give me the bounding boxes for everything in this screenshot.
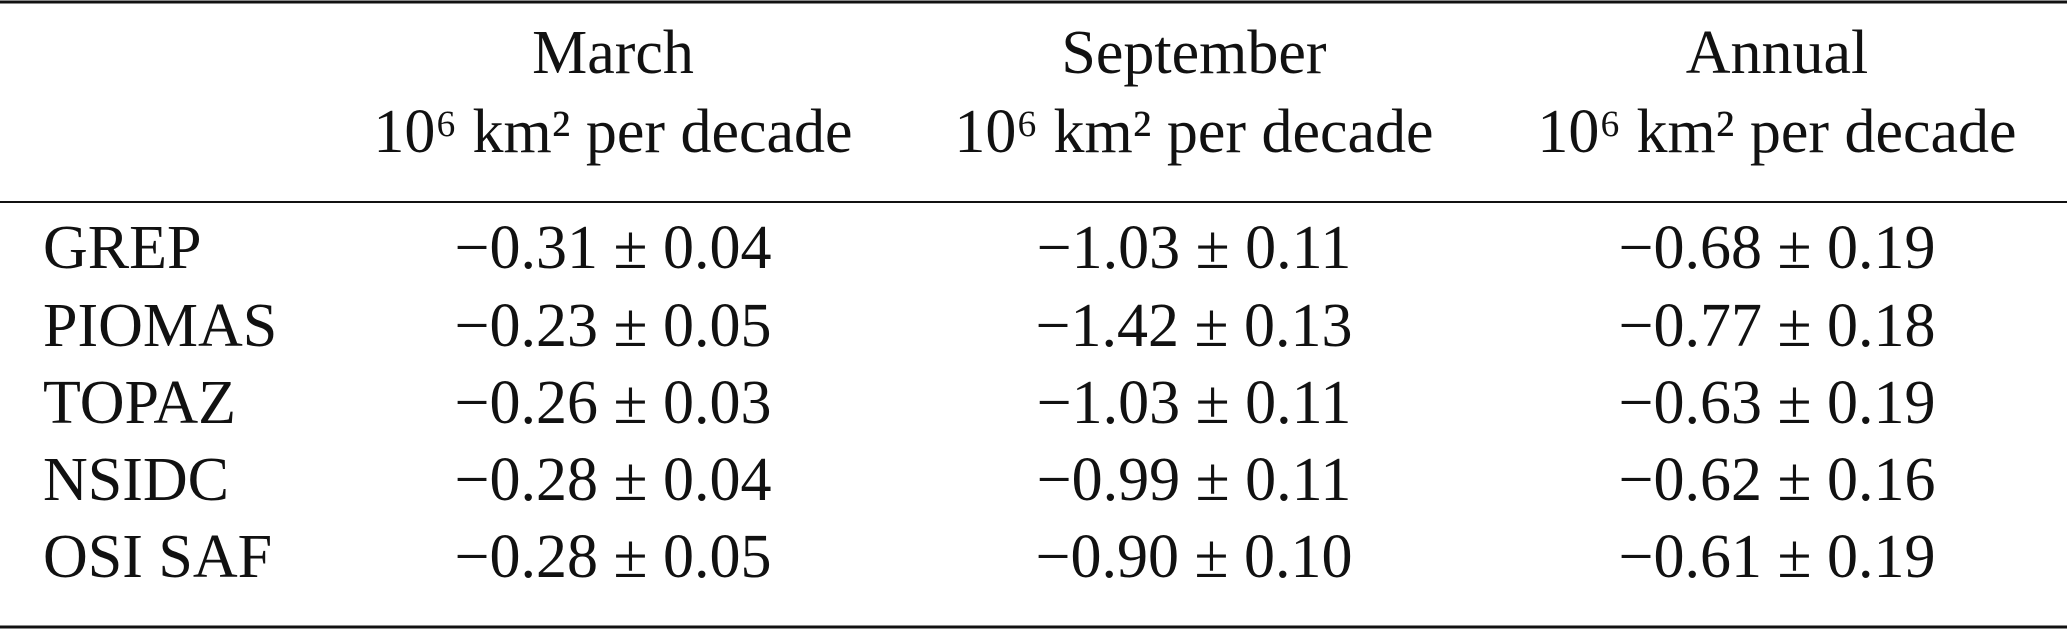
column-title: Annual <box>1686 19 1869 87</box>
cell-value: −0.68 ± 0.19 <box>1619 214 1936 282</box>
cell-value: −1.03 ± 0.11 <box>1037 214 1352 282</box>
row-label: GREP <box>43 214 201 282</box>
column-title: March <box>532 19 694 87</box>
column-unit: 10⁶ km² per decade <box>1537 98 2016 166</box>
column-unit: 10⁶ km² per decade <box>954 98 1433 166</box>
row-label: NSIDC <box>43 446 229 514</box>
cell-value: −0.28 ± 0.05 <box>455 523 772 591</box>
cell-value: −1.42 ± 0.13 <box>1036 292 1353 360</box>
column-title: September <box>1061 19 1326 87</box>
cell-value: −1.03 ± 0.11 <box>1037 369 1352 437</box>
cell-value: −0.90 ± 0.10 <box>1036 523 1353 591</box>
cell-value: −0.23 ± 0.05 <box>455 292 772 360</box>
cell-value: −0.63 ± 0.19 <box>1619 369 1936 437</box>
row-label: PIOMAS <box>43 292 277 360</box>
cell-value: −0.77 ± 0.18 <box>1619 292 1936 360</box>
row-label: OSI SAF <box>43 523 272 591</box>
cell-value: −0.99 ± 0.11 <box>1037 446 1352 514</box>
row-label: TOPAZ <box>43 369 236 437</box>
cell-value: −0.62 ± 0.16 <box>1619 446 1936 514</box>
cell-value: −0.26 ± 0.03 <box>455 369 772 437</box>
column-unit: 10⁶ km² per decade <box>373 98 852 166</box>
cell-value: −0.28 ± 0.04 <box>455 446 772 514</box>
cell-value: −0.31 ± 0.04 <box>455 214 772 282</box>
cell-value: −0.61 ± 0.19 <box>1619 523 1936 591</box>
